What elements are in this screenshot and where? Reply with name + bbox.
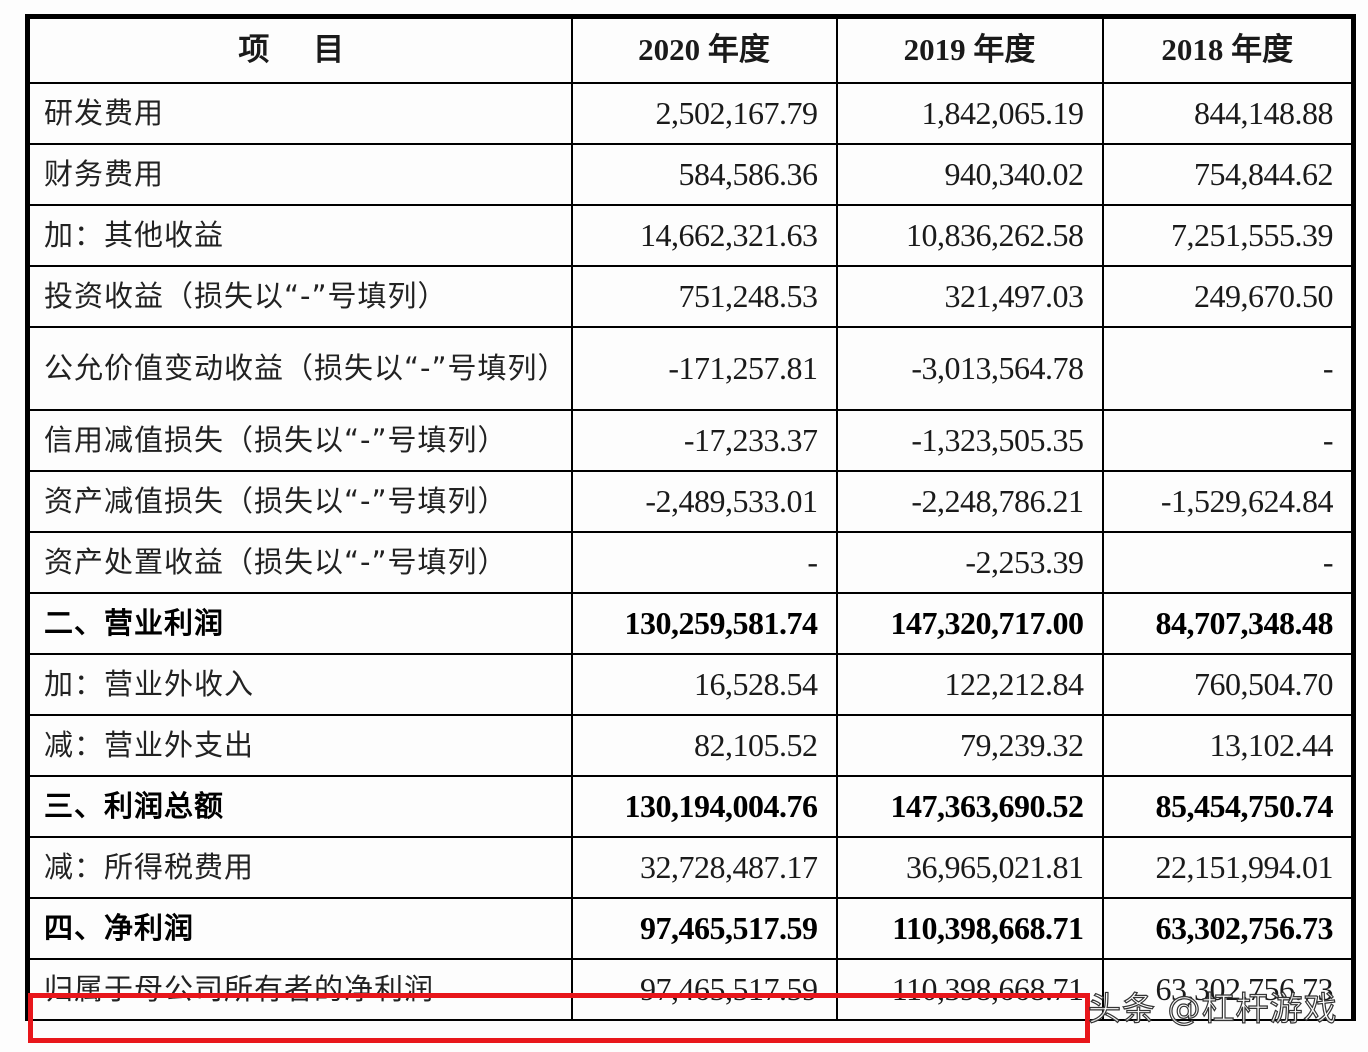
table-row-non-operating-expense: 减：营业外支出 82,105.52 79,239.32 13,102.44	[26, 714, 1355, 777]
table-row-rd-expense: 研发费用 2,502,167.79 1,842,065.19 844,148.8…	[26, 82, 1355, 145]
row-label: 四、净利润	[26, 897, 573, 960]
income-statement-table: 项 目 2020 年度 2019 年度 2018 年度 研发费用 2,502,1…	[25, 14, 1356, 1021]
value-2020: 751,248.53	[570, 265, 838, 328]
row-label: 投资收益（损失以“-”号填列）	[26, 265, 573, 328]
row-label: 财务费用	[26, 143, 573, 206]
value-2018: 22,151,994.01	[1101, 836, 1355, 899]
row-label: 信用减值损失（损失以“-”号填列）	[26, 409, 573, 472]
value-2020: 32,728,487.17	[570, 836, 838, 899]
table-row-net-profit: 四、净利润 97,465,517.59 110,398,668.71 63,30…	[26, 897, 1355, 960]
value-2020: 97,465,517.59	[570, 958, 838, 1021]
row-label: 二、营业利润	[26, 592, 573, 655]
value-2019: 147,363,690.52	[835, 775, 1104, 838]
table-row-investment-income: 投资收益（损失以“-”号填列） 751,248.53 321,497.03 24…	[26, 265, 1355, 328]
value-2018: 85,454,750.74	[1101, 775, 1355, 838]
table-row-credit-impairment: 信用减值损失（损失以“-”号填列） -17,233.37 -1,323,505.…	[26, 409, 1355, 472]
header-item: 项 目	[26, 15, 573, 84]
table-row-finance-expense: 财务费用 584,586.36 940,340.02 754,844.62	[26, 143, 1355, 206]
value-2020: -171,257.81	[570, 326, 838, 411]
value-2020: -2,489,533.01	[570, 470, 838, 533]
row-label: 公允价值变动收益（损失以“-”号填列）	[26, 326, 573, 411]
value-2018: -	[1101, 531, 1355, 594]
value-2020: 584,586.36	[570, 143, 838, 206]
table-row-other-income: 加：其他收益 14,662,321.63 10,836,262.58 7,251…	[26, 204, 1355, 267]
table-row-net-profit-parent: 归属于母公司所有者的净利润 97,465,517.59 110,398,668.…	[26, 958, 1355, 1021]
watermark-text: 头条 @杠杆游戏	[1087, 988, 1338, 1028]
row-label: 资产处置收益（损失以“-”号填列）	[26, 531, 573, 594]
row-label: 减：营业外支出	[26, 714, 573, 777]
value-2019: 940,340.02	[835, 143, 1104, 206]
value-2018: 754,844.62	[1101, 143, 1355, 206]
value-2020: 130,259,581.74	[570, 592, 838, 655]
header-2018: 2018 年度	[1101, 15, 1355, 84]
row-label: 加：营业外收入	[26, 653, 573, 716]
row-label: 三、利润总额	[26, 775, 573, 838]
value-2018: 63,302,756.73	[1101, 897, 1355, 960]
value-2018: 7,251,555.39	[1101, 204, 1355, 267]
table-row-income-tax: 减：所得税费用 32,728,487.17 36,965,021.81 22,1…	[26, 836, 1355, 899]
table-row-fair-value-change: 公允价值变动收益（损失以“-”号填列） -171,257.81 -3,013,5…	[26, 326, 1355, 411]
value-2019: 110,398,668.71	[835, 958, 1104, 1021]
value-2020: 14,662,321.63	[570, 204, 838, 267]
row-label: 归属于母公司所有者的净利润	[26, 958, 573, 1021]
row-label: 加：其他收益	[26, 204, 573, 267]
row-label: 研发费用	[26, 82, 573, 145]
value-2018: 13,102.44	[1101, 714, 1355, 777]
table-row-total-profit: 三、利润总额 130,194,004.76 147,363,690.52 85,…	[26, 775, 1355, 838]
value-2018: -	[1101, 409, 1355, 472]
value-2018: 844,148.88	[1101, 82, 1355, 145]
table-row-asset-disposal: 资产处置收益（损失以“-”号填列） - -2,253.39 -	[26, 531, 1355, 594]
table-row-non-operating-income: 加：营业外收入 16,528.54 122,212.84 760,504.70	[26, 653, 1355, 716]
value-2019: 321,497.03	[835, 265, 1104, 328]
value-2020: 82,105.52	[570, 714, 838, 777]
value-2019: 110,398,668.71	[835, 897, 1104, 960]
row-label: 减：所得税费用	[26, 836, 573, 899]
row-label: 资产减值损失（损失以“-”号填列）	[26, 470, 573, 533]
value-2020: -17,233.37	[570, 409, 838, 472]
table-header-row: 项 目 2020 年度 2019 年度 2018 年度	[26, 15, 1355, 84]
table-row-operating-profit: 二、营业利润 130,259,581.74 147,320,717.00 84,…	[26, 592, 1355, 655]
value-2019: 10,836,262.58	[835, 204, 1104, 267]
value-2018: 63,302,756.73	[1101, 958, 1355, 1021]
value-2019: -3,013,564.78	[835, 326, 1104, 411]
value-2020: 2,502,167.79	[570, 82, 838, 145]
value-2019: 1,842,065.19	[835, 82, 1104, 145]
value-2019: -1,323,505.35	[835, 409, 1104, 472]
value-2018: 760,504.70	[1101, 653, 1355, 716]
value-2019: 36,965,021.81	[835, 836, 1104, 899]
value-2020: 16,528.54	[570, 653, 838, 716]
table-row-asset-impairment: 资产减值损失（损失以“-”号填列） -2,489,533.01 -2,248,7…	[26, 470, 1355, 533]
header-2020: 2020 年度	[570, 15, 838, 84]
value-2019: 79,239.32	[835, 714, 1104, 777]
header-2019: 2019 年度	[835, 15, 1104, 84]
value-2018: 84,707,348.48	[1101, 592, 1355, 655]
value-2019: 122,212.84	[835, 653, 1104, 716]
value-2020: -	[570, 531, 838, 594]
value-2018: -1,529,624.84	[1101, 470, 1355, 533]
value-2019: 147,320,717.00	[835, 592, 1104, 655]
value-2020: 130,194,004.76	[570, 775, 838, 838]
value-2019: -2,253.39	[835, 531, 1104, 594]
value-2019: -2,248,786.21	[835, 470, 1104, 533]
value-2018: -	[1101, 326, 1355, 411]
value-2020: 97,465,517.59	[570, 897, 838, 960]
value-2018: 249,670.50	[1101, 265, 1355, 328]
